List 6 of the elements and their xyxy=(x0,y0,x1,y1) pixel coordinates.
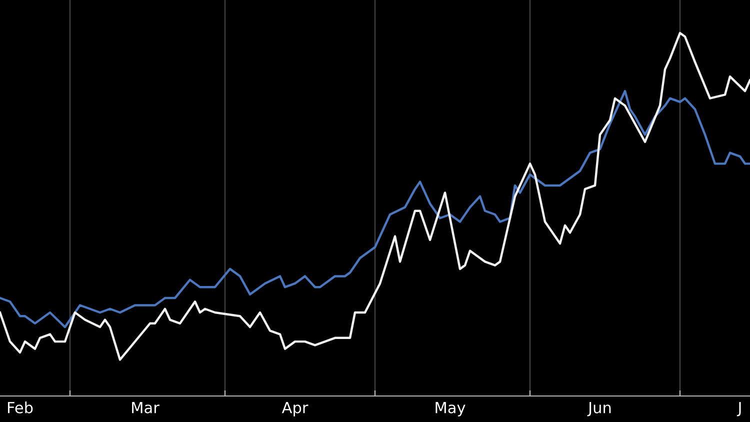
x-tick-label: Apr xyxy=(282,402,308,416)
x-tick-label: J xyxy=(736,402,741,416)
x-tick-label: Mar xyxy=(132,402,160,414)
x-tick-label: Jun xyxy=(587,402,611,416)
x-tick-label: Feb xyxy=(8,402,33,414)
x-tick-label: May xyxy=(436,402,466,416)
